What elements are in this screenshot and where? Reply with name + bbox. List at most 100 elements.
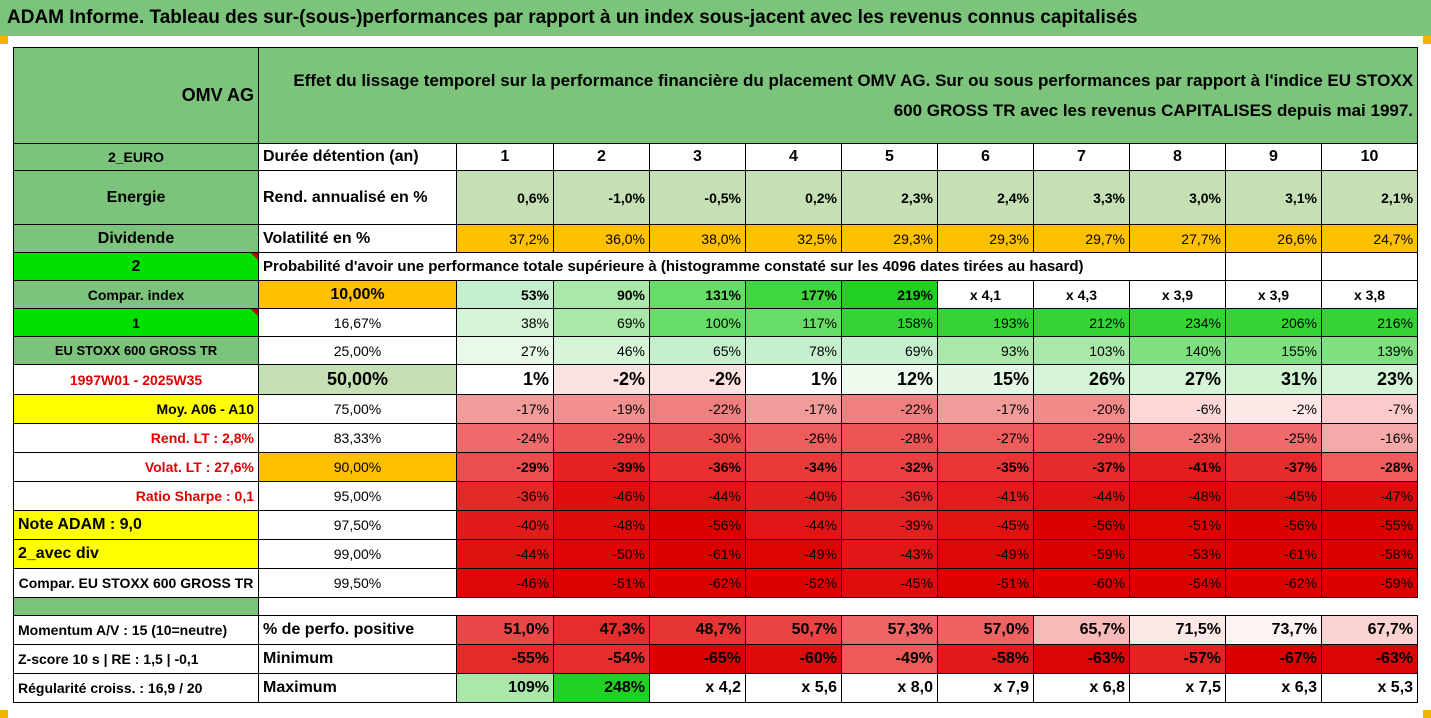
percentile-value: -29% <box>456 452 554 482</box>
side-label: Ratio Sharpe : 0,1 <box>13 481 259 511</box>
volatility-value: 37,2% <box>456 224 554 253</box>
percentile-value: -45% <box>1225 481 1322 511</box>
percentile-value: -37% <box>1033 452 1130 482</box>
percentile-value: -61% <box>649 539 746 569</box>
metric-value: 51,0% <box>456 615 554 645</box>
annual-return-label: Rend. annualisé en % <box>258 170 457 225</box>
empty-cell <box>456 597 554 616</box>
year-header: 4 <box>745 143 842 171</box>
percentile-value: -17% <box>456 394 554 424</box>
percentile-value: -44% <box>649 481 746 511</box>
annual-return-value: 2,3% <box>841 170 938 225</box>
corner-marker <box>1423 710 1431 718</box>
percentile-value: -44% <box>1033 481 1130 511</box>
year-header: 9 <box>1225 143 1322 171</box>
annual-return-value: 3,3% <box>1033 170 1130 225</box>
percentile-value: -37% <box>1225 452 1322 482</box>
metric-value: 71,5% <box>1129 615 1226 645</box>
year-header: 7 <box>1033 143 1130 171</box>
indicator-label: Momentum A/V : 15 (10=neutre) <box>13 615 259 645</box>
percentile-value: 234% <box>1129 308 1226 337</box>
percentile-value: 15% <box>937 364 1034 395</box>
percentile-value: -45% <box>841 568 938 598</box>
percentile-value: -22% <box>841 394 938 424</box>
empty-cell <box>553 597 650 616</box>
volatility-value: 24,7% <box>1320 224 1419 253</box>
percentile-value: -24% <box>456 423 554 453</box>
holding-period-label: Durée détention (an) <box>258 143 457 171</box>
metric-label: % de perfo. positive <box>258 615 457 645</box>
percentile-label: 99,00% <box>258 539 457 569</box>
volatility-value: 36,0% <box>553 224 650 253</box>
metric-value: x 6,8 <box>1033 673 1130 703</box>
percentile-value: -30% <box>649 423 746 453</box>
percentile-value: 216% <box>1320 308 1419 337</box>
percentile-value: 131% <box>649 280 746 309</box>
empty-cell <box>1320 252 1419 281</box>
percentile-value: -46% <box>553 481 650 511</box>
sector-label: Energie <box>13 170 259 225</box>
percentile-value: 103% <box>1033 336 1130 365</box>
empty-cell <box>649 597 746 616</box>
percentile-value: 139% <box>1320 336 1419 365</box>
percentile-value: 1% <box>456 364 554 395</box>
year-header: 10 <box>1320 143 1419 171</box>
percentile-value: -17% <box>745 394 842 424</box>
annual-return-value: 3,1% <box>1225 170 1322 225</box>
side-label: 1997W01 - 2025W35 <box>13 364 259 395</box>
selector-2[interactable]: 2 <box>13 252 259 281</box>
side-label[interactable]: 1 <box>13 308 259 337</box>
percentile-value: 27% <box>1129 364 1226 395</box>
year-header: 5 <box>841 143 938 171</box>
percentile-value: 53% <box>456 280 554 309</box>
percentile-value: -26% <box>745 423 842 453</box>
percentile-label: 97,50% <box>258 510 457 540</box>
percentile-value: -50% <box>553 539 650 569</box>
percentile-value: -55% <box>1320 510 1419 540</box>
percentile-value: -20% <box>1033 394 1130 424</box>
percentile-value: 90% <box>553 280 650 309</box>
metric-value: x 8,0 <box>841 673 938 703</box>
volatility-value: 29,3% <box>937 224 1034 253</box>
percentile-value: -29% <box>1033 423 1130 453</box>
empty-cell <box>841 597 938 616</box>
year-header: 3 <box>649 143 746 171</box>
percentile-value: -52% <box>745 568 842 598</box>
spacer-cell <box>13 597 259 616</box>
percentile-value: -36% <box>841 481 938 511</box>
percentile-value: 193% <box>937 308 1034 337</box>
percentile-value: 69% <box>841 336 938 365</box>
report-title: ADAM Informe. Tableau des sur-(sous-)per… <box>0 0 1431 36</box>
percentile-value: -16% <box>1320 423 1419 453</box>
percentile-value: -45% <box>937 510 1034 540</box>
metric-value: -49% <box>841 644 938 674</box>
metric-value: 57,3% <box>841 615 938 645</box>
percentile-value: -44% <box>456 539 554 569</box>
performance-table: OMV AG Effet du lissage temporel sur la p… <box>13 47 1419 703</box>
empty-cell <box>745 597 842 616</box>
percentile-value: -51% <box>1129 510 1226 540</box>
metric-value: 50,7% <box>745 615 842 645</box>
percentile-value: 100% <box>649 308 746 337</box>
percentile-label: 90,00% <box>258 452 457 482</box>
percentile-value: -58% <box>1320 539 1419 569</box>
corner-marker <box>1423 36 1431 44</box>
empty-cell <box>1033 597 1130 616</box>
percentile-value: -59% <box>1033 539 1130 569</box>
percentile-label: 25,00% <box>258 336 457 365</box>
percentile-value: -49% <box>745 539 842 569</box>
empty-cell <box>1321 597 1418 616</box>
percentile-value: -7% <box>1320 394 1419 424</box>
percentile-value: -47% <box>1320 481 1419 511</box>
metric-value: x 4,2 <box>649 673 746 703</box>
probability-header: Probabilité d'avoir une performance tota… <box>258 252 1226 281</box>
percentile-value: 212% <box>1033 308 1130 337</box>
year-header: 8 <box>1129 143 1226 171</box>
percentile-value: -41% <box>937 481 1034 511</box>
year-header: 2 <box>553 143 650 171</box>
side-label: Note ADAM : 9,0 <box>13 510 259 540</box>
metric-value: x 5,6 <box>745 673 842 703</box>
percentile-value: 26% <box>1033 364 1130 395</box>
annual-return-value: 2,1% <box>1320 170 1419 225</box>
percentile-value: x 4,3 <box>1033 280 1130 309</box>
